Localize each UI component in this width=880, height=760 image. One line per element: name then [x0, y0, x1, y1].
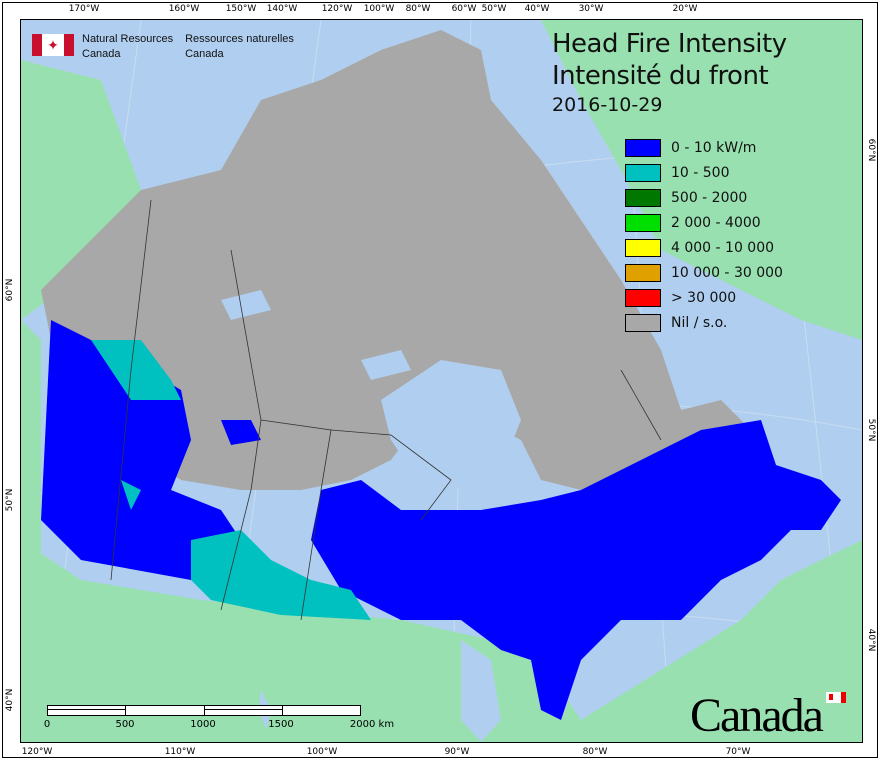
legend-label: 500 - 2000 [671, 189, 748, 206]
legend-swatch [625, 238, 661, 257]
axis-tick-label: 60°W [451, 4, 477, 14]
wordmark-flag-icon [826, 692, 846, 703]
axis-tick-label: 100°W [306, 747, 338, 757]
legend-swatch [625, 313, 661, 332]
legend-label: Nil / s.o. [671, 314, 728, 331]
map-canvas [21, 20, 862, 742]
axis-tick-label: 20°W [672, 4, 698, 14]
axis-tick-label: 110°W [164, 747, 196, 757]
legend-label: 0 - 10 kW/m [671, 139, 757, 156]
no-data-area [41, 30, 781, 520]
foreign-land [21, 20, 862, 742]
legend: 0 - 10 kW/m 10 - 500 500 - 2000 2 000 - 400… [625, 135, 783, 335]
fire-intensity-0-10 [41, 320, 841, 720]
legend-label: > 30 000 [671, 289, 737, 306]
axis-tick-label: 140°W [266, 4, 298, 14]
map-date: 2016-10-29 [552, 94, 663, 116]
axis-tick-label: 40°N [5, 688, 15, 712]
axis-tick-label: 30°W [578, 4, 604, 14]
org-en-line2: Canada [82, 48, 121, 60]
nrcan-signature: ✦ Natural Resources Canada Ressources na… [32, 32, 294, 62]
legend-label: 4 000 - 10 000 [671, 239, 775, 256]
org-fr-line1: Ressources naturelles [185, 33, 294, 45]
axis-tick-label: 80°W [582, 747, 608, 757]
legend-label: 10 - 500 [671, 164, 730, 181]
axis-tick-label: 150°W [225, 4, 257, 14]
axis-tick-label: 40°N [866, 628, 876, 652]
axis-tick-label: 70°W [725, 747, 751, 757]
legend-swatch [625, 263, 661, 282]
scale-label: 1000 [190, 719, 216, 730]
axis-tick-label: 50°N [866, 418, 876, 442]
axis-tick-label: 120°W [321, 4, 353, 14]
axis-tick-label: 50°N [5, 488, 15, 512]
hudson-bay [221, 290, 521, 490]
legend-swatch [625, 213, 661, 232]
legend-item: 4 000 - 10 000 [625, 235, 783, 260]
legend-item: Nil / s.o. [625, 310, 783, 335]
map-area[interactable] [20, 19, 863, 743]
title-fr: Intensité du front [552, 61, 769, 91]
axis-tick-label: 90°W [444, 747, 470, 757]
canada-flag-icon: ✦ [32, 34, 74, 56]
axis-tick-label: 160°W [168, 4, 200, 14]
axis-tick-label: 40°W [524, 4, 550, 14]
legend-item: 10 - 500 [625, 160, 783, 185]
scale-label: 500 [115, 719, 135, 730]
legend-label: 10 000 - 30 000 [671, 264, 783, 281]
axis-tick-label: 60°N [866, 138, 876, 162]
scale-label: 1500 [268, 719, 294, 730]
legend-swatch [625, 163, 661, 182]
canada-wordmark: Canada [690, 689, 824, 742]
org-en-line1: Natural Resources [82, 33, 174, 45]
scale-bar: 0 500 1000 1500 2000 km [44, 705, 394, 730]
axis-tick-label: 80°W [405, 4, 431, 14]
scale-label: 2000 km [349, 719, 395, 730]
axis-tick-label: 50°W [481, 4, 507, 14]
legend-item: 500 - 2000 [625, 185, 783, 210]
legend-item: > 30 000 [625, 285, 783, 310]
axis-tick-label: 170°W [68, 4, 100, 14]
legend-item: 10 000 - 30 000 [625, 260, 783, 285]
legend-item: 0 - 10 kW/m [625, 135, 783, 160]
title-en: Head Fire Intensity [552, 29, 787, 59]
fire-intensity-10-500 [91, 340, 371, 620]
scale-label: 0 [43, 719, 51, 730]
axis-tick-label: 60°N [5, 278, 15, 302]
legend-swatch [625, 188, 661, 207]
axis-tick-label: 100°W [363, 4, 395, 14]
legend-item: 2 000 - 4000 [625, 210, 783, 235]
legend-swatch [625, 138, 661, 157]
org-fr-line2: Canada [185, 48, 224, 60]
legend-swatch [625, 288, 661, 307]
axis-tick-label: 120°W [21, 747, 53, 757]
map-title: Head Fire Intensity Intensité du front 2… [552, 28, 787, 118]
provincial-borders [110, 199, 662, 621]
legend-label: 2 000 - 4000 [671, 214, 761, 231]
